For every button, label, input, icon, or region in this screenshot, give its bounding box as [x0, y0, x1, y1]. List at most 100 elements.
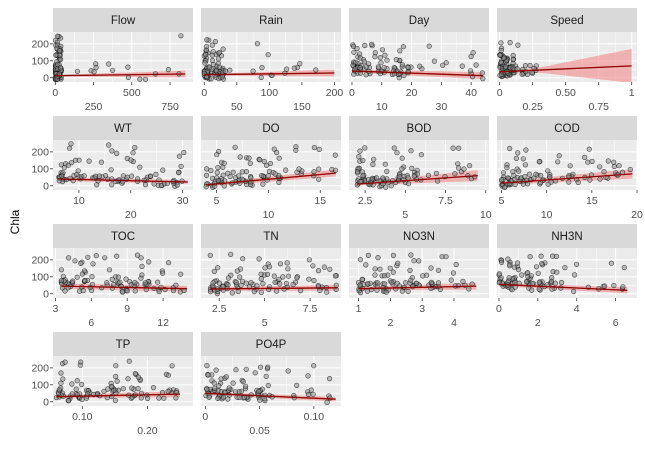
y-tick-label: 100: [31, 55, 49, 67]
data-point: [240, 256, 246, 262]
data-point: [209, 42, 215, 48]
data-point: [405, 175, 411, 181]
x-tick-label: 0: [201, 87, 207, 99]
data-point: [129, 173, 135, 179]
data-point: [501, 55, 507, 61]
data-point: [210, 61, 217, 68]
data-point: [147, 173, 154, 179]
data-point: [257, 397, 263, 403]
data-point: [523, 147, 529, 153]
facet-tn: TN 2.5 5 7.5: [201, 224, 341, 329]
data-point: [411, 173, 417, 179]
data-point: [313, 67, 319, 73]
x-tick-label: 0.05: [249, 425, 270, 437]
data-point: [161, 395, 167, 401]
data-point: [316, 146, 322, 152]
data-point: [160, 167, 166, 173]
data-point: [575, 179, 581, 185]
data-point: [56, 387, 62, 393]
trend-line: [210, 287, 338, 290]
data-point: [285, 368, 291, 374]
data-point: [233, 279, 239, 285]
data-point: [379, 47, 386, 53]
data-point: [204, 363, 210, 369]
data-point: [571, 288, 577, 295]
data-point: [372, 54, 378, 60]
data-point: [461, 166, 467, 172]
data-point: [619, 169, 626, 175]
data-point: [72, 157, 79, 163]
data-point: [507, 145, 513, 152]
data-point: [499, 259, 505, 265]
data-point: [296, 166, 302, 172]
data-point: [234, 268, 240, 274]
data-point: [165, 66, 171, 73]
facet-bod: BOD 2.5 5 7.5 10: [349, 116, 492, 221]
data-point: [357, 282, 363, 288]
data-point: [215, 265, 221, 271]
data-point: [360, 157, 366, 164]
data-point: [228, 251, 234, 257]
data-point: [597, 176, 603, 182]
x-tick-label: 4: [574, 303, 580, 315]
data-point: [178, 33, 184, 39]
data-point: [59, 173, 65, 179]
data-point: [601, 169, 607, 175]
data-point: [450, 145, 456, 151]
data-point: [204, 386, 210, 392]
data-point: [102, 255, 108, 261]
facet-title: BOD: [407, 123, 432, 135]
data-point: [383, 289, 389, 295]
data-point: [72, 258, 78, 264]
data-point: [305, 391, 312, 398]
data-point: [104, 280, 110, 286]
data-point: [298, 288, 304, 294]
x-tick-label: 0: [496, 303, 502, 315]
data-point: [277, 261, 284, 267]
data-point: [378, 60, 384, 66]
data-point: [362, 145, 368, 151]
data-point: [311, 363, 317, 369]
data-point: [264, 271, 271, 278]
data-point: [239, 176, 245, 182]
data-point: [621, 265, 627, 271]
data-point: [315, 268, 322, 274]
data-point: [293, 144, 299, 150]
data-point: [230, 380, 236, 386]
data-point: [68, 160, 75, 166]
data-point: [390, 269, 396, 275]
data-point: [533, 264, 540, 270]
data-point: [369, 41, 375, 47]
data-point: [169, 363, 175, 369]
data-point: [257, 157, 263, 163]
data-point: [354, 45, 360, 52]
trend-line: [56, 393, 181, 398]
facet-title: DO: [262, 123, 279, 135]
data-point: [363, 262, 369, 268]
data-point: [117, 279, 123, 285]
x-tick-label: 0: [497, 87, 503, 99]
data-point: [93, 253, 99, 259]
data-point: [226, 385, 232, 391]
data-point: [526, 171, 533, 177]
data-point: [134, 252, 141, 258]
data-point: [504, 165, 510, 171]
data-point: [399, 62, 406, 68]
data-point: [128, 157, 134, 163]
facet-po4p: PO4P 0 0.05 0.10: [201, 332, 341, 437]
data-point: [567, 163, 573, 169]
data-point: [221, 160, 227, 166]
data-point: [420, 273, 426, 279]
data-point: [109, 67, 116, 73]
x-tick-label: 20: [631, 209, 643, 221]
data-point: [382, 161, 388, 167]
data-point: [58, 267, 65, 273]
data-point: [366, 176, 372, 183]
data-point: [227, 67, 233, 73]
data-point: [142, 280, 148, 286]
data-point: [57, 65, 64, 71]
data-point: [257, 364, 264, 370]
data-point: [132, 280, 138, 286]
x-tick-label: 4: [451, 317, 457, 329]
data-point: [294, 382, 300, 389]
